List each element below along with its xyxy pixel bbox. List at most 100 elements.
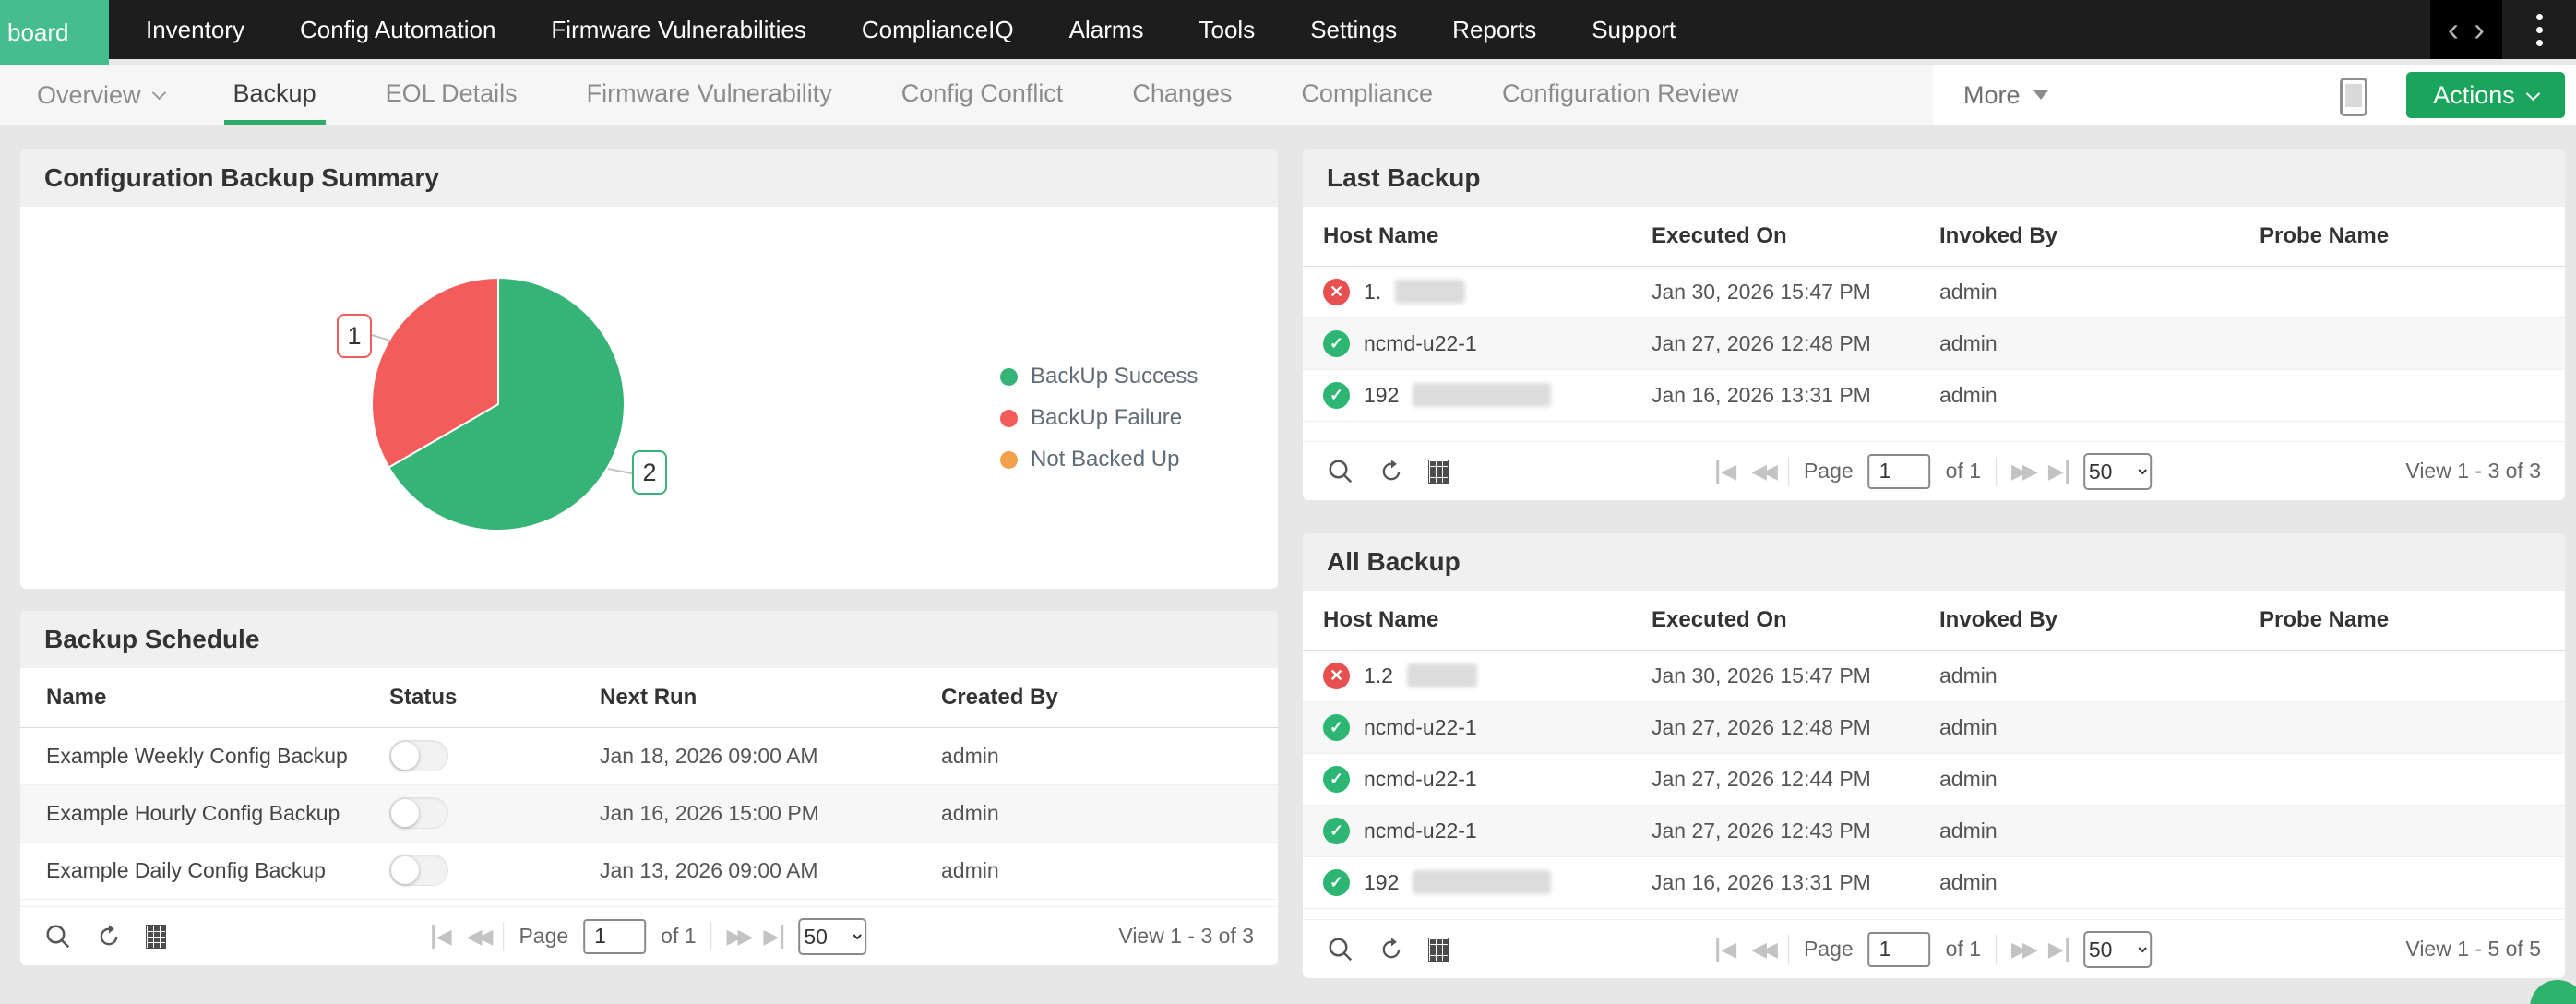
last-page-icon[interactable]: ▶	[2048, 937, 2069, 962]
tab-changes[interactable]: Changes	[1132, 79, 1233, 107]
help-chat-fab[interactable]	[2530, 980, 2576, 1004]
created-by: admin	[941, 842, 1278, 900]
topnav-item-complianceiq[interactable]: ComplianceIQ	[861, 16, 1014, 43]
first-page-icon[interactable]: ◀	[1716, 459, 1736, 484]
previous-page-icon[interactable]: ◀◀	[1751, 937, 1778, 961]
status-toggle[interactable]	[389, 797, 448, 829]
tab-more[interactable]: More	[1963, 65, 2048, 126]
schedule-name: Example Hourly Config Backup	[20, 784, 389, 843]
view-range-text: View 1 - 5 of 5	[2405, 937, 2541, 961]
host-name: 1.2	[1364, 663, 1393, 687]
tab-compliance[interactable]: Compliance	[1301, 79, 1433, 107]
topnav-item-firmware-vulnerabilities[interactable]: Firmware Vulnerabilities	[551, 16, 806, 43]
kebab-menu-icon[interactable]	[2502, 13, 2576, 46]
column-header-created-by: Created By	[941, 668, 1278, 728]
pie-slice-success[interactable]	[388, 277, 626, 532]
tab-firmware-vulnerability[interactable]: Firmware Vulnerability	[586, 79, 832, 107]
probe-name	[2260, 650, 2565, 702]
top-nav: board Inventory Config Automation Firmwa…	[0, 0, 2576, 65]
column-header-invoked-by: Invoked By	[1939, 207, 2260, 267]
nav-back-icon[interactable]: ‹	[2448, 10, 2459, 48]
host-name: ncmd-u22-1	[1364, 818, 1477, 843]
column-header-invoked-by: Invoked By	[1939, 591, 2260, 651]
topnav-item-reports[interactable]: Reports	[1452, 16, 1537, 43]
search-icon[interactable]	[44, 923, 72, 950]
previous-page-icon[interactable]: ◀◀	[1751, 459, 1778, 483]
chevron-down-icon	[2525, 86, 2541, 101]
page-of-label: of 1	[1945, 459, 1982, 483]
executed-on: Jan 27, 2026 12:48 PM	[1652, 317, 1939, 370]
page-of-label: of 1	[661, 924, 697, 948]
status-toggle[interactable]	[389, 740, 448, 771]
last-page-icon[interactable]: ▶	[2048, 459, 2069, 484]
backup-schedule-table: Name Status Next Run Created By Example …	[20, 668, 1278, 900]
next-page-icon[interactable]: ▶▶	[2011, 459, 2038, 483]
all-backup-table: Host Name Executed On Invoked By Probe N…	[1303, 591, 2565, 909]
table-row: ✓ 192 Jan 16, 2026 13:31 PM admin	[1303, 856, 2565, 909]
page-size-select[interactable]: 50	[2082, 930, 2152, 968]
tab-overview[interactable]: Overview	[28, 65, 173, 126]
pagination: ◀ ◀◀ Page of 1 ▶▶ ▶ 50	[1716, 930, 2152, 968]
status-toggle[interactable]	[389, 855, 448, 886]
legend-item-success[interactable]: BackUp Success	[1000, 364, 1198, 389]
schedule-name: Example Daily Config Backup	[20, 842, 389, 900]
table-row: ✓ ncmd-u22-1 Jan 27, 2026 12:43 PM admin	[1303, 805, 2565, 857]
table-footer: ◀ ◀◀ Page of 1 ▶▶ ▶ 50 View 1 - 3 of 3	[20, 906, 1278, 965]
legend-item-failure[interactable]: BackUp Failure	[1000, 405, 1198, 431]
grid-view-icon[interactable]	[1428, 937, 1449, 962]
refresh-icon[interactable]	[96, 924, 122, 950]
column-header-executed-on: Executed On	[1652, 591, 1939, 651]
pie-callout-failure: 1	[337, 314, 372, 358]
tab-backup[interactable]: Backup	[223, 65, 326, 126]
panel-title: Backup Schedule	[20, 611, 1278, 668]
actions-button[interactable]: Actions	[2406, 72, 2565, 118]
topnav-item-alarms[interactable]: Alarms	[1068, 16, 1144, 43]
last-page-icon[interactable]: ▶	[763, 924, 784, 949]
page-size-select[interactable]: 50	[798, 917, 867, 955]
topnav-item-config-automation[interactable]: Config Automation	[299, 16, 496, 43]
search-icon[interactable]	[1327, 458, 1354, 485]
mobile-view-icon[interactable]	[2340, 78, 2367, 116]
column-header-host-name: Host Name	[1303, 591, 1652, 651]
next-run: Jan 16, 2026 15:00 PM	[600, 784, 941, 843]
tab-configuration-review[interactable]: Configuration Review	[1502, 79, 1739, 107]
pie-legend: BackUp Success BackUp Failure Not Backed…	[1000, 364, 1198, 472]
redacted-host	[1413, 383, 1552, 407]
next-page-icon[interactable]: ▶▶	[726, 924, 754, 948]
topnav-item-inventory[interactable]: Inventory	[146, 16, 244, 43]
probe-name	[2260, 369, 2565, 422]
legend-item-not-backed-up[interactable]: Not Backed Up	[1000, 447, 1198, 472]
executed-on: Jan 30, 2026 15:47 PM	[1652, 650, 1939, 702]
grid-view-icon[interactable]	[146, 924, 166, 949]
probe-name	[2260, 856, 2565, 909]
chevron-down-icon	[151, 85, 166, 100]
table-row: Example Daily Config Backup Jan 13, 2026…	[20, 842, 1278, 900]
topnav-item-support[interactable]: Support	[1592, 16, 1676, 43]
created-by: admin	[941, 727, 1278, 785]
topnav-item-settings[interactable]: Settings	[1310, 16, 1398, 43]
first-page-icon[interactable]: ◀	[1716, 937, 1736, 962]
pagination: ◀ ◀◀ Page of 1 ▶▶ ▶ 50	[431, 917, 867, 955]
first-page-icon[interactable]: ◀	[431, 924, 452, 949]
page-label: Page	[519, 924, 569, 948]
search-icon[interactable]	[1327, 936, 1354, 963]
last-backup-panel: Last Backup Host Name Executed On Invoke…	[1303, 149, 2565, 500]
refresh-icon[interactable]	[1378, 937, 1404, 962]
previous-page-icon[interactable]: ◀◀	[466, 924, 494, 948]
topnav-item-dashboard[interactable]: board	[0, 0, 109, 65]
tab-config-conflict[interactable]: Config Conflict	[900, 79, 1064, 107]
page-input[interactable]	[1867, 453, 1931, 489]
executed-on: Jan 27, 2026 12:44 PM	[1652, 753, 1939, 806]
nav-forward-icon[interactable]: ›	[2474, 10, 2485, 48]
column-header-host-name: Host Name	[1303, 207, 1652, 267]
redacted-host	[1413, 870, 1552, 894]
panel-title: All Backup	[1303, 533, 2565, 591]
grid-view-icon[interactable]	[1428, 459, 1449, 484]
next-page-icon[interactable]: ▶▶	[2011, 937, 2038, 961]
page-size-select[interactable]: 50	[2082, 452, 2152, 490]
tab-eol-details[interactable]: EOL Details	[385, 79, 518, 107]
page-input[interactable]	[583, 918, 647, 954]
topnav-item-tools[interactable]: Tools	[1199, 16, 1256, 43]
page-input[interactable]	[1867, 931, 1931, 967]
refresh-icon[interactable]	[1378, 459, 1404, 484]
